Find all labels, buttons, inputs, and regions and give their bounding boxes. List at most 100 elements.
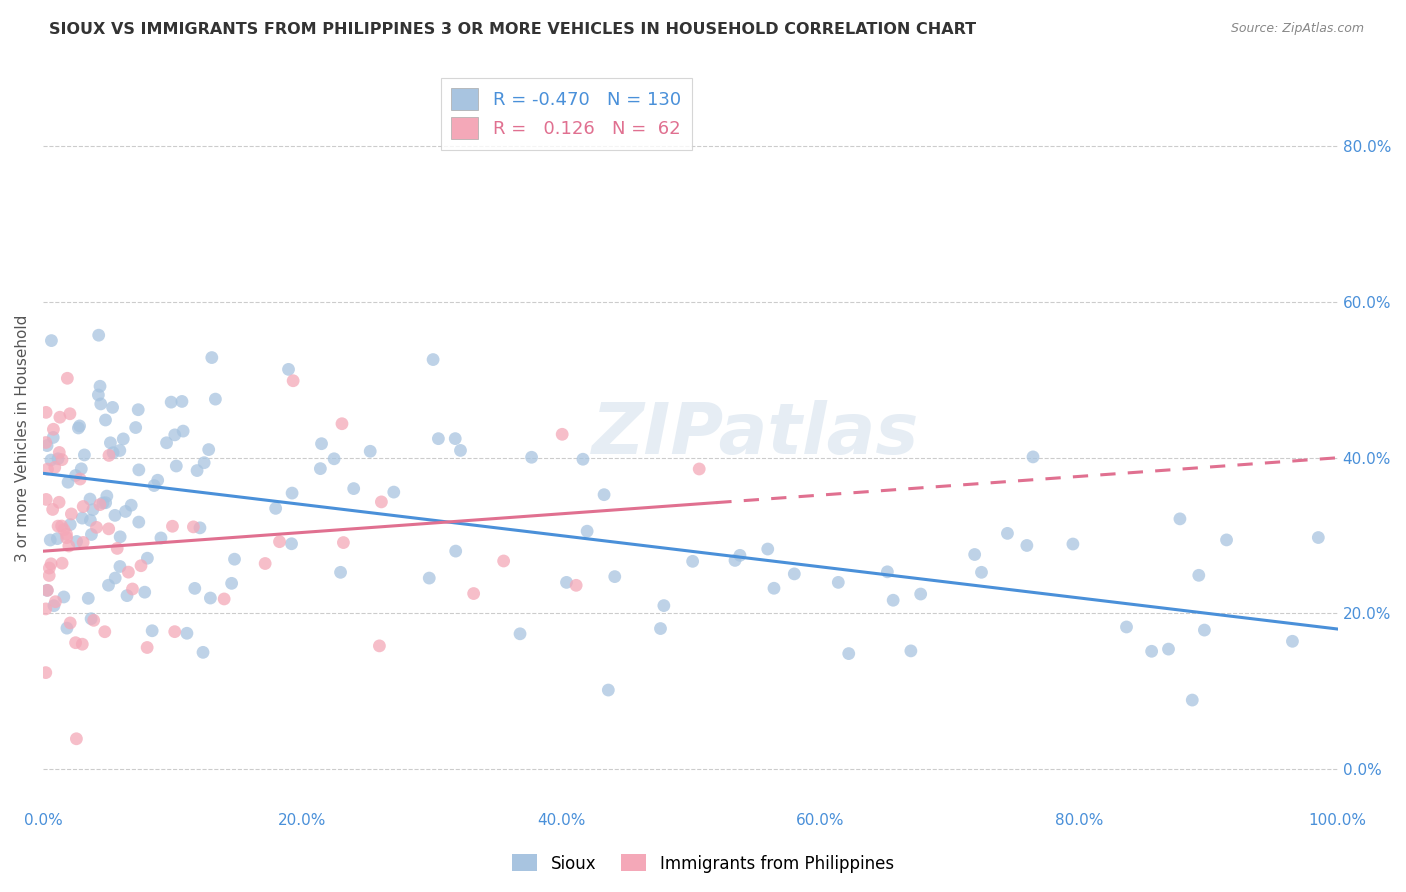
Point bbox=[80, 612, 103, 626]
Point bbox=[509, 627, 531, 641]
Point bbox=[69, 418, 91, 433]
Point bbox=[91, 496, 114, 510]
Point bbox=[39, 533, 62, 547]
Point bbox=[551, 427, 574, 442]
Point bbox=[1308, 531, 1330, 545]
Point bbox=[186, 464, 208, 478]
Point bbox=[427, 432, 450, 446]
Point bbox=[1022, 450, 1045, 464]
Point bbox=[593, 488, 616, 502]
Point bbox=[72, 500, 94, 514]
Point bbox=[311, 436, 333, 450]
Point bbox=[94, 413, 117, 427]
Point bbox=[72, 637, 94, 651]
Text: Source: ZipAtlas.com: Source: ZipAtlas.com bbox=[1230, 22, 1364, 36]
Point bbox=[48, 445, 70, 459]
Point bbox=[197, 442, 219, 457]
Point bbox=[39, 453, 62, 467]
Point bbox=[72, 535, 94, 549]
Point bbox=[204, 392, 226, 406]
Point bbox=[94, 624, 117, 639]
Point bbox=[101, 401, 124, 415]
Point bbox=[56, 475, 79, 490]
Point bbox=[160, 395, 183, 409]
Point bbox=[163, 624, 186, 639]
Point bbox=[520, 450, 543, 465]
Point bbox=[35, 602, 58, 616]
Point bbox=[35, 492, 58, 507]
Point bbox=[49, 410, 72, 425]
Point bbox=[1181, 693, 1204, 707]
Point bbox=[280, 537, 302, 551]
Point bbox=[59, 615, 82, 630]
Point bbox=[37, 583, 59, 598]
Point bbox=[603, 569, 626, 583]
Point bbox=[910, 587, 932, 601]
Point bbox=[65, 731, 87, 746]
Point bbox=[269, 534, 291, 549]
Point bbox=[143, 478, 166, 492]
Point bbox=[652, 599, 675, 613]
Point bbox=[170, 394, 193, 409]
Point bbox=[1281, 634, 1303, 648]
Point bbox=[281, 486, 304, 500]
Point bbox=[555, 575, 578, 590]
Point bbox=[129, 558, 152, 573]
Point bbox=[128, 515, 150, 529]
Point bbox=[120, 498, 142, 512]
Point bbox=[39, 557, 62, 571]
Point bbox=[882, 593, 904, 607]
Point bbox=[165, 458, 187, 473]
Point bbox=[368, 639, 391, 653]
Point bbox=[56, 371, 79, 385]
Point bbox=[52, 590, 75, 604]
Point bbox=[101, 445, 124, 459]
Point bbox=[1015, 539, 1038, 553]
Point bbox=[463, 586, 485, 600]
Point bbox=[38, 561, 60, 575]
Point bbox=[60, 507, 83, 521]
Point bbox=[224, 552, 246, 566]
Point bbox=[176, 626, 198, 640]
Point bbox=[309, 461, 332, 475]
Y-axis label: 3 or more Vehicles in Household: 3 or more Vehicles in Household bbox=[15, 315, 30, 562]
Point bbox=[1188, 568, 1211, 582]
Point bbox=[141, 624, 163, 638]
Point bbox=[97, 578, 120, 592]
Point bbox=[264, 501, 287, 516]
Point bbox=[35, 439, 58, 453]
Point bbox=[444, 544, 467, 558]
Point bbox=[94, 496, 117, 510]
Point bbox=[79, 492, 101, 507]
Point bbox=[163, 428, 186, 442]
Point bbox=[1140, 644, 1163, 658]
Point bbox=[900, 644, 922, 658]
Point bbox=[51, 556, 73, 570]
Point bbox=[80, 527, 103, 541]
Point bbox=[724, 553, 747, 567]
Point bbox=[100, 435, 122, 450]
Point bbox=[682, 554, 704, 568]
Point bbox=[65, 636, 87, 650]
Point bbox=[450, 443, 472, 458]
Point bbox=[117, 565, 139, 579]
Point bbox=[756, 542, 779, 557]
Point bbox=[838, 647, 860, 661]
Point bbox=[41, 502, 63, 516]
Point bbox=[90, 397, 112, 411]
Point bbox=[172, 424, 194, 438]
Point bbox=[59, 407, 82, 421]
Point bbox=[79, 513, 101, 527]
Point bbox=[221, 576, 243, 591]
Point bbox=[343, 482, 366, 496]
Point bbox=[56, 621, 79, 635]
Point bbox=[42, 430, 65, 444]
Point bbox=[728, 549, 751, 563]
Point bbox=[42, 599, 65, 613]
Point bbox=[576, 524, 599, 539]
Point bbox=[104, 571, 127, 585]
Point bbox=[134, 585, 156, 599]
Point bbox=[89, 379, 111, 393]
Point bbox=[827, 575, 849, 590]
Point bbox=[121, 582, 143, 596]
